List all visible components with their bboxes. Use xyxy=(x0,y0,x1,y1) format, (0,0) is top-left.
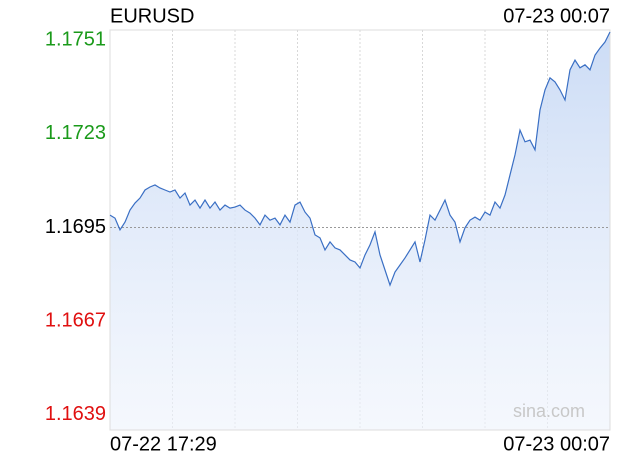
area-fill xyxy=(110,32,610,430)
plot-frame xyxy=(109,29,611,431)
y-tick-label: 1.1723 xyxy=(45,122,106,144)
x-end-label: 07-23 00:07 xyxy=(503,433,610,455)
update-time: 07-23 00:07 xyxy=(503,5,610,27)
price-line xyxy=(109,31,611,287)
watermark: sina.com xyxy=(513,401,585,421)
chart-title: EURUSD xyxy=(110,5,194,27)
y-tick-label: 1.1695 xyxy=(45,216,106,238)
y-tick-label: 1.1639 xyxy=(45,403,106,425)
y-tick-label: 1.1751 xyxy=(45,28,106,50)
x-start-label: 07-22 17:29 xyxy=(110,433,217,455)
y-tick-label: 1.1667 xyxy=(45,309,106,331)
